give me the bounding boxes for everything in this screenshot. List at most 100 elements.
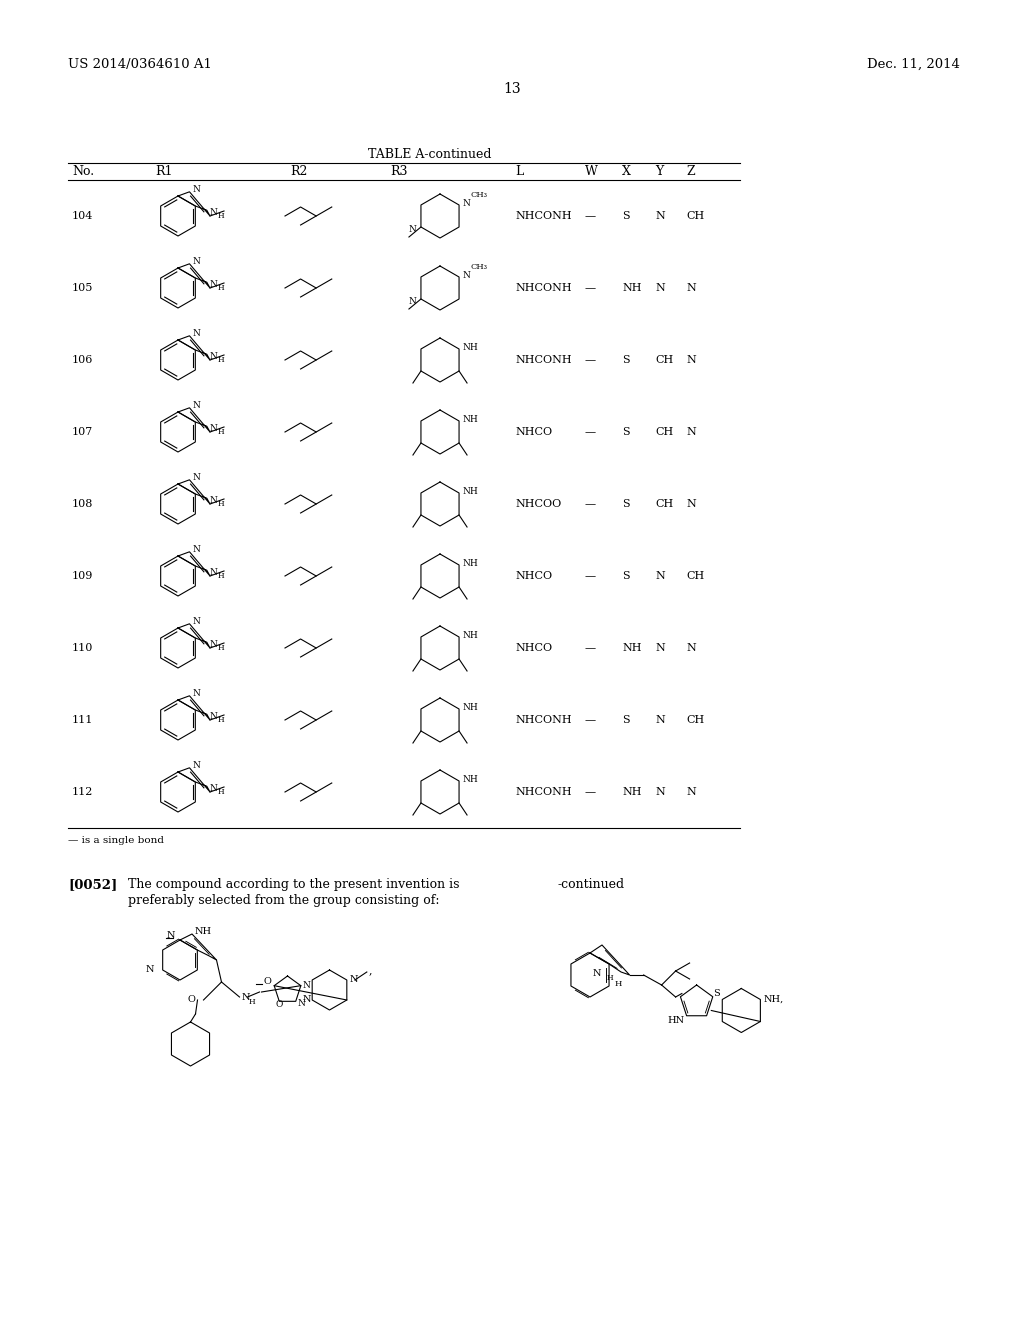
Text: H: H [218,356,224,364]
Text: —: — [585,499,596,510]
Text: NH: NH [622,643,641,653]
Text: —: — [585,355,596,366]
Text: NHCO: NHCO [515,572,552,581]
Text: S: S [622,355,630,366]
Text: N: N [193,762,201,771]
Text: —: — [585,572,596,581]
Text: 112: 112 [72,787,93,797]
Text: N: N [655,787,665,797]
Text: N: N [193,689,201,698]
Text: CH: CH [686,211,705,220]
Text: CH: CH [655,426,673,437]
Text: —: — [585,211,596,220]
Text: NH: NH [462,487,478,495]
Text: — is a single bond: — is a single bond [68,836,164,845]
Text: O: O [263,978,271,986]
Text: NH: NH [622,282,641,293]
Text: —: — [585,715,596,725]
Text: ,: , [369,965,373,975]
Text: N: N [145,965,154,974]
Text: N: N [655,643,665,653]
Text: N: N [655,715,665,725]
Text: N: N [302,995,310,1005]
Text: US 2014/0364610 A1: US 2014/0364610 A1 [68,58,212,71]
Text: N: N [655,572,665,581]
Text: CH: CH [655,355,673,366]
Text: NHCO: NHCO [515,643,552,653]
Text: N: N [210,207,218,216]
Text: NH,: NH, [763,995,783,1005]
Text: N: N [210,424,218,433]
Text: NHCOO: NHCOO [515,499,561,510]
Text: R2: R2 [290,165,307,178]
Text: H: H [218,500,224,508]
Text: O: O [187,995,196,1005]
Text: CH: CH [686,715,705,725]
Text: H: H [218,788,224,796]
Text: R1: R1 [155,165,172,178]
Text: —: — [585,282,596,293]
Text: N: N [193,618,201,626]
Text: N: N [210,280,218,289]
Text: 107: 107 [72,426,93,437]
Text: TABLE A-continued: TABLE A-continued [369,148,492,161]
Text: NHCONH: NHCONH [515,715,571,725]
Text: N: N [210,568,218,577]
Text: 105: 105 [72,282,93,293]
Text: N: N [686,787,695,797]
Text: N: N [193,474,201,482]
Text: S: S [622,211,630,220]
Text: NH: NH [462,631,478,639]
Text: —: — [585,426,596,437]
Text: O: O [275,999,283,1008]
Text: NH: NH [622,787,641,797]
Text: N: N [462,198,470,207]
Text: H: H [614,979,622,987]
Text: N: N [409,297,417,305]
Text: NH: NH [195,927,212,936]
Text: preferably selected from the group consisting of:: preferably selected from the group consi… [128,894,439,907]
Text: NHCONH: NHCONH [515,787,571,797]
Text: N: N [210,640,218,648]
Text: W: W [585,165,598,178]
Text: N: N [210,784,218,793]
Text: N: N [686,499,695,510]
Text: -continued: -continued [558,878,625,891]
Text: 111: 111 [72,715,93,725]
Text: N: N [193,185,201,194]
Text: S: S [622,572,630,581]
Text: S: S [622,715,630,725]
Text: CH: CH [655,499,673,510]
Text: N: N [686,282,695,293]
Text: X: X [622,165,631,178]
Text: N: N [242,993,250,1002]
Text: H: H [249,998,255,1006]
Text: N: N [193,545,201,554]
Text: N: N [462,271,470,280]
Text: 104: 104 [72,211,93,220]
Text: N: N [655,211,665,220]
Text: H: H [607,974,613,982]
Text: N: N [350,975,358,985]
Text: NH: NH [462,775,478,784]
Text: 109: 109 [72,572,93,581]
Text: N: N [409,224,417,234]
Text: H: H [218,213,224,220]
Text: 108: 108 [72,499,93,510]
Text: NHCONH: NHCONH [515,282,571,293]
Text: N: N [686,426,695,437]
Text: 13: 13 [503,82,521,96]
Text: H: H [218,428,224,436]
Text: Z: Z [686,165,694,178]
Text: —: — [585,643,596,653]
Text: N: N [655,282,665,293]
Text: The compound according to the present invention is: The compound according to the present in… [128,878,460,891]
Text: HN: HN [668,1016,685,1026]
Text: H: H [218,717,224,725]
Text: N: N [210,711,218,721]
Text: NH: NH [462,702,478,711]
Text: H: H [218,284,224,292]
Text: NHCONH: NHCONH [515,355,571,366]
Text: CH₃: CH₃ [470,263,487,271]
Text: CH: CH [686,572,705,581]
